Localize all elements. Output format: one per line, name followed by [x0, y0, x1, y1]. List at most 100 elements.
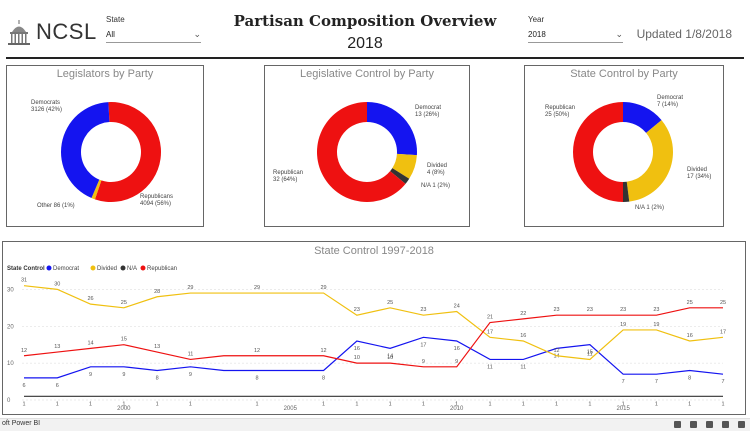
donut-slice-democrats[interactable]	[60, 102, 110, 199]
data-label: 16	[454, 346, 460, 352]
data-label: 13	[54, 344, 60, 350]
legend-label[interactable]: Divided	[97, 266, 117, 272]
donut-slice-divided[interactable]	[626, 120, 673, 202]
data-label: 28	[154, 289, 160, 295]
data-label: 10	[354, 355, 360, 361]
footer-text: oft Power BI	[2, 420, 41, 427]
state-control-donut-chart[interactable]	[525, 66, 723, 226]
data-label: 25	[387, 300, 393, 306]
data-label: 1	[389, 401, 392, 407]
data-label: 11	[188, 351, 194, 357]
share-icon[interactable]	[722, 421, 729, 428]
data-label: 23	[420, 307, 426, 313]
data-label: 23	[354, 307, 360, 313]
x-tick-label: 2000	[117, 406, 131, 412]
state-control-line-chart[interactable]: State Control Democrat Divided N/A Republic…	[3, 242, 745, 414]
data-label: 16	[354, 346, 360, 352]
data-label: 1	[255, 401, 258, 407]
data-label: 19	[620, 322, 626, 328]
page-title: Partisan Composition Overview	[233, 12, 497, 30]
state-dropdown[interactable]: All ⌄	[106, 26, 201, 43]
label-democrat: Democrat 13 (26%)	[415, 105, 442, 118]
state-control-panel[interactable]: State Control by Party Democrat 7 (14%) D…	[524, 65, 724, 227]
data-label: 16	[687, 333, 693, 339]
header-divider	[6, 57, 744, 59]
donut-slice-democrat[interactable]	[367, 102, 417, 156]
data-label: 8	[688, 376, 691, 382]
legend-label[interactable]: Republican	[147, 266, 177, 272]
data-label: 26	[88, 296, 94, 302]
data-label: 25	[720, 300, 726, 306]
legend-marker	[140, 265, 146, 271]
data-label: 8	[322, 376, 325, 382]
label-na: N/A 1 (2%)	[421, 183, 451, 189]
series-line-divided[interactable]	[23, 285, 724, 361]
data-label: 7	[721, 379, 724, 385]
data-label: 11	[587, 351, 593, 357]
state-control-timeline-panel[interactable]: State Control 1997-2018 State Control De…	[2, 241, 746, 415]
data-label: 16	[520, 333, 526, 339]
data-label: 12	[554, 348, 560, 354]
legend-label[interactable]: N/A	[127, 266, 137, 272]
label-divided: Divided 17 (34%)	[687, 167, 712, 180]
linkedin-icon[interactable]	[674, 421, 681, 428]
donut-slice-na[interactable]	[623, 181, 630, 202]
x-tick-label: 2010	[450, 406, 464, 412]
data-label: 23	[554, 307, 560, 313]
legend-marker	[120, 265, 126, 271]
donut-slice-divided[interactable]	[392, 153, 417, 179]
data-label: 1	[56, 401, 59, 407]
data-label: 21	[487, 315, 493, 321]
fullscreen-icon[interactable]	[738, 421, 745, 428]
series-line-republican[interactable]	[23, 307, 723, 368]
data-label: 13	[154, 344, 160, 350]
data-label: 17	[720, 329, 726, 335]
page-year: 2018	[347, 35, 383, 52]
data-label: 6	[56, 383, 59, 389]
data-label: 17	[420, 342, 426, 348]
data-label: 1	[721, 401, 724, 407]
legislators-by-party-panel[interactable]: Legislators by Party Democrats 3126 (42%)…	[6, 65, 204, 227]
legislators-donut-chart[interactable]	[7, 66, 203, 226]
data-label: 1	[688, 401, 691, 407]
series-line-democrat[interactable]	[24, 336, 724, 379]
state-filter-label: State	[106, 15, 125, 24]
donut-slice-republican[interactable]	[573, 102, 623, 202]
data-label: 29	[187, 285, 193, 291]
data-label: 25	[687, 300, 693, 306]
y-tick-label: 0	[7, 398, 11, 404]
legislative-control-panel[interactable]: Legislative Control by Party Democrat 13 …	[264, 65, 470, 227]
data-label: 1	[588, 401, 591, 407]
facebook-icon[interactable]	[706, 421, 713, 428]
legislative-control-donut-chart[interactable]	[265, 66, 469, 226]
donut-slice-republicans[interactable]	[94, 102, 162, 203]
data-label: 6	[22, 383, 25, 389]
twitter-icon[interactable]	[690, 421, 697, 428]
donut-slice-republican[interactable]	[317, 102, 406, 203]
data-label: 12	[21, 348, 27, 354]
legend-marker	[46, 265, 52, 271]
chevron-down-icon: ⌄	[193, 28, 201, 39]
data-label: 1	[156, 401, 159, 407]
data-label: 15	[587, 350, 593, 356]
legend-label[interactable]: Democrat	[53, 266, 79, 272]
logo-text: NCSL	[36, 19, 97, 44]
powerbi-footer: oft Power BI	[0, 418, 750, 431]
donut-slice-democrat[interactable]	[623, 102, 662, 133]
donut-slice-other[interactable]	[91, 179, 102, 200]
updated-date: Updated 1/8/2018	[636, 27, 732, 41]
data-label: 8	[255, 376, 258, 382]
data-label: 8	[156, 376, 159, 382]
data-label: 9	[455, 359, 458, 365]
data-label: 23	[653, 307, 659, 313]
data-label: 10	[387, 355, 393, 361]
data-label: 1	[422, 401, 425, 407]
data-label: 9	[189, 372, 192, 378]
data-label: 1	[322, 401, 325, 407]
label-divided: Divided 4 (8%)	[427, 163, 448, 176]
x-tick-label: 2005	[284, 406, 298, 412]
donut-slice-na[interactable]	[390, 168, 410, 184]
data-label: 23	[587, 307, 593, 313]
page-title-block: Partisan Composition Overview 2018	[230, 12, 500, 53]
year-dropdown[interactable]: 2018 ⌄	[528, 26, 623, 43]
